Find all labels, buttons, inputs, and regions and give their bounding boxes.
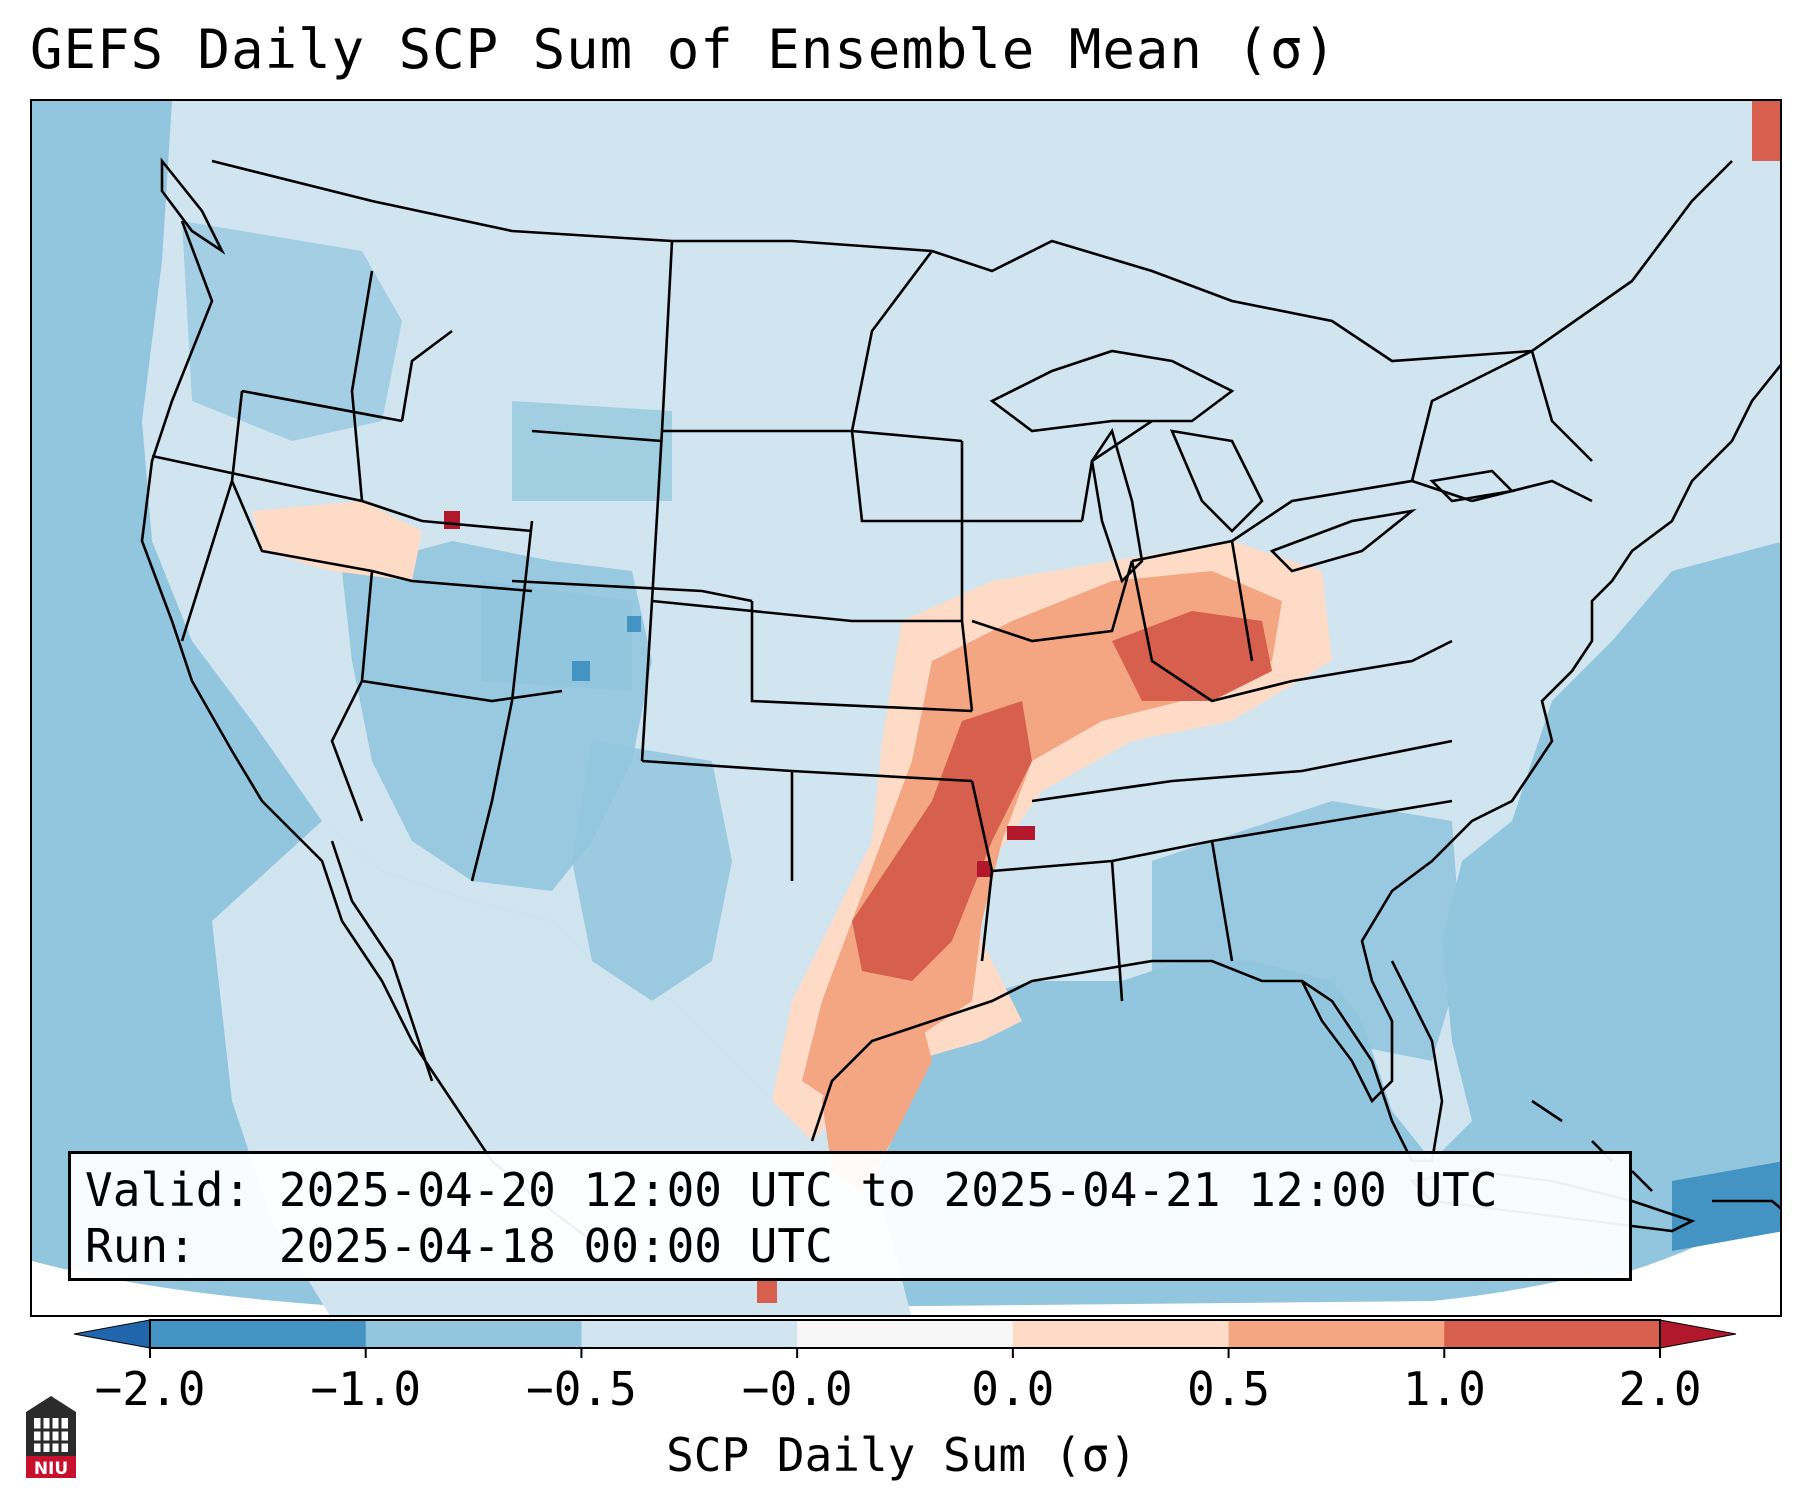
anomaly-utah-peak bbox=[444, 511, 460, 529]
colorbar-tick-label: 0.0 bbox=[971, 1362, 1055, 1416]
colorbar bbox=[73, 1319, 1737, 1358]
validity-info-box: Valid: 2025-04-20 12:00 UTC to 2025-04-2… bbox=[68, 1151, 1632, 1281]
valid-value: 2025-04-20 12:00 UTC to 2025-04-21 12:00… bbox=[278, 1163, 1498, 1217]
colorbar-bin bbox=[150, 1320, 367, 1348]
colorbar-tick-label: 0.5 bbox=[1187, 1362, 1271, 1416]
svg-text:NIU: NIU bbox=[34, 1459, 68, 1479]
run-label: Run: bbox=[85, 1219, 196, 1273]
field-texas bbox=[572, 741, 732, 1001]
colorbar-tick-label: −1.0 bbox=[310, 1362, 422, 1416]
field-colorado bbox=[482, 581, 632, 691]
anomaly-gulf bbox=[822, 981, 932, 1191]
niu-logo: NIU bbox=[26, 1396, 76, 1479]
anomaly-caribbean-dip bbox=[1672, 1161, 1780, 1251]
colorbar-under-arrow bbox=[73, 1319, 151, 1349]
anomaly-ark-peak bbox=[1007, 826, 1035, 840]
vancouver-island bbox=[160, 157, 226, 255]
run-value: 2025-04-18 00:00 UTC bbox=[278, 1219, 833, 1273]
field-wyoming bbox=[512, 401, 672, 501]
colorbar-over-arrow bbox=[1659, 1319, 1737, 1349]
baja-coast bbox=[330, 840, 434, 1082]
anomaly-utah bbox=[252, 501, 422, 581]
anomaly-colorado-dip bbox=[572, 661, 590, 681]
map-canvas bbox=[32, 101, 1780, 1315]
anomaly-co-dip2 bbox=[627, 616, 641, 632]
valid-label: Valid: bbox=[85, 1163, 252, 1217]
anomaly-mexico-peak bbox=[757, 1281, 777, 1303]
lake-erie bbox=[1269, 508, 1417, 573]
lake-huron bbox=[1169, 429, 1264, 533]
coastline-gulf-atlantic bbox=[810, 363, 1780, 1142]
colorbar-tick-label: 2.0 bbox=[1618, 1362, 1702, 1416]
anomaly-ohio bbox=[1112, 611, 1272, 701]
lake-superior bbox=[989, 349, 1235, 433]
border-us-canada bbox=[211, 159, 1733, 363]
colorbar-bin bbox=[365, 1320, 582, 1348]
colorbar-bin bbox=[797, 1320, 1014, 1348]
coastline-west bbox=[140, 220, 283, 822]
anomaly-strong bbox=[852, 701, 1032, 981]
map-panel bbox=[30, 99, 1782, 1317]
hispaniola bbox=[1712, 1199, 1780, 1210]
lake-ontario bbox=[1429, 469, 1515, 503]
colorbar-tick-label: −0.0 bbox=[741, 1362, 853, 1416]
colorbar-bin bbox=[1228, 1320, 1445, 1348]
field-northwest bbox=[182, 221, 402, 441]
colorbar-tick-label: −0.5 bbox=[526, 1362, 637, 1416]
colorbar-bin bbox=[1444, 1320, 1661, 1348]
colorbar-bin bbox=[581, 1320, 798, 1348]
lake-michigan bbox=[1090, 427, 1144, 584]
colorbar-tick-label: −2.0 bbox=[94, 1362, 206, 1416]
anomaly-la-peak bbox=[977, 861, 991, 877]
colorbar-tick-label: 1.0 bbox=[1402, 1362, 1486, 1416]
anomaly-maine bbox=[1752, 101, 1780, 161]
colorbar-bin bbox=[1012, 1320, 1230, 1348]
colorbar-frame bbox=[149, 1319, 1661, 1349]
map-title: GEFS Daily SCP Sum of Ensemble Mean (σ) bbox=[30, 18, 1337, 81]
pacific-ocean bbox=[32, 101, 212, 1181]
atlantic-ocean bbox=[1592, 602, 1780, 1281]
colorbar-label: SCP Daily Sum (σ) bbox=[666, 1428, 1137, 1482]
field-southeast bbox=[1152, 801, 1462, 1061]
